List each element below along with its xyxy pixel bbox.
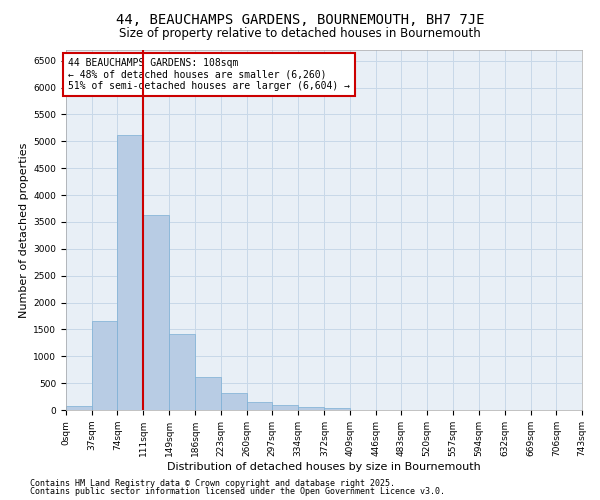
Bar — [143, 216, 169, 410]
Bar — [298, 407, 325, 410]
Text: Size of property relative to detached houses in Bournemouth: Size of property relative to detached ho… — [119, 28, 481, 40]
Text: 44, BEAUCHAMPS GARDENS, BOURNEMOUTH, BH7 7JE: 44, BEAUCHAMPS GARDENS, BOURNEMOUTH, BH7… — [116, 12, 484, 26]
Text: Contains public sector information licensed under the Open Government Licence v3: Contains public sector information licen… — [30, 487, 445, 496]
Bar — [169, 334, 195, 410]
Bar — [272, 404, 298, 410]
X-axis label: Distribution of detached houses by size in Bournemouth: Distribution of detached houses by size … — [167, 462, 481, 471]
Bar — [195, 376, 221, 410]
Bar — [221, 394, 247, 410]
Text: Contains HM Land Registry data © Crown copyright and database right 2025.: Contains HM Land Registry data © Crown c… — [30, 478, 395, 488]
Text: 44 BEAUCHAMPS GARDENS: 108sqm
← 48% of detached houses are smaller (6,260)
51% o: 44 BEAUCHAMPS GARDENS: 108sqm ← 48% of d… — [68, 58, 350, 92]
Bar — [325, 408, 350, 410]
Bar — [247, 402, 272, 410]
Bar — [92, 322, 118, 410]
Bar — [118, 135, 143, 410]
Bar — [66, 406, 92, 410]
Y-axis label: Number of detached properties: Number of detached properties — [19, 142, 29, 318]
